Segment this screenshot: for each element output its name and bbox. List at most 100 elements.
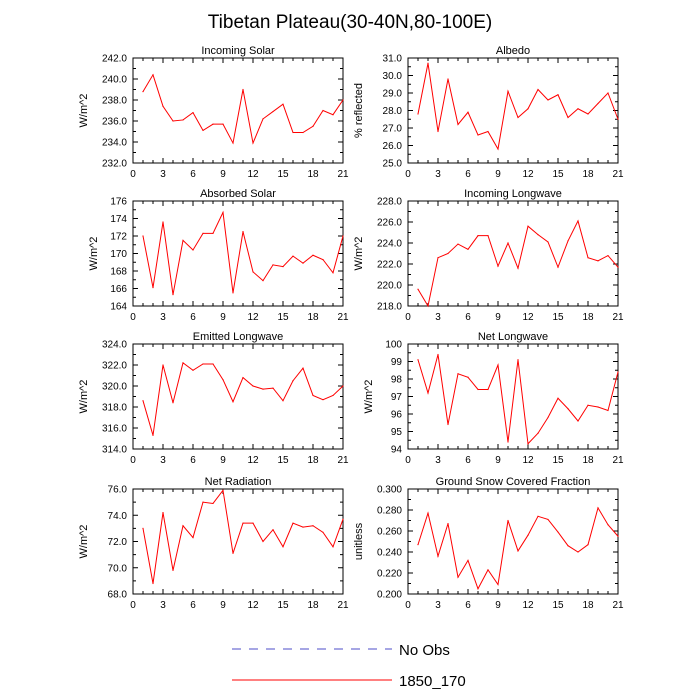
x-tick-label-emitted-longwave: 6: [190, 455, 196, 466]
data-point-incoming-longwave: [577, 220, 579, 222]
x-tick-label-ground-snow-covered-fraction: 21: [612, 600, 624, 611]
y-tick-label-net-longwave: 100: [385, 340, 402, 351]
data-point-albedo: [547, 99, 549, 101]
data-point-absorbed-solar: [202, 232, 204, 234]
series-line-net-radiation: [142, 489, 344, 584]
data-point-net-longwave: [537, 432, 539, 434]
data-point-incoming-longwave: [517, 267, 519, 269]
series-line-incoming-longwave: [417, 219, 619, 308]
panel-absorbed-solar: Absorbed Solar 0 3 6 9 12 15 18 21 164 166 168 170 17…: [88, 188, 349, 323]
panel-net-longwave: Net Longwave 0 3 6 9 12 15 18 21 94 95 96 97 98 99 100 W…: [363, 331, 624, 466]
y-tick-label-incoming-longwave: 224.0: [377, 239, 402, 250]
x-tick-label-incoming-solar: 6: [190, 169, 196, 180]
x-tick-label-incoming-longwave: 12: [522, 312, 534, 323]
legend-no-obs-label: No Obs: [399, 642, 450, 659]
x-tick-label-net-longwave: 15: [552, 455, 564, 466]
data-point-incoming-longwave: [547, 241, 549, 243]
y-tick-label-incoming-longwave: 228.0: [377, 197, 402, 208]
data-point-albedo: [487, 130, 489, 133]
x-tick-label-ground-snow-covered-fraction: 15: [552, 600, 564, 611]
data-point-absorbed-solar: [262, 280, 264, 282]
y-tick-label-ground-snow-covered-fraction: 0.200: [377, 590, 402, 601]
panel-title-albedo: Albedo: [496, 45, 530, 57]
data-point-incoming-solar: [192, 112, 194, 114]
data-point-absorbed-solar: [162, 221, 164, 223]
data-point-net-radiation: [152, 582, 154, 585]
data-point-incoming-longwave: [587, 257, 589, 259]
data-point-incoming-longwave: [477, 235, 479, 237]
data-point-net-radiation: [262, 540, 264, 543]
x-tick-label-incoming-longwave: 0: [405, 312, 411, 323]
y-tick-label-emitted-longwave: 320.0: [102, 382, 127, 393]
data-point-ground-snow-covered-fraction: [597, 507, 599, 509]
x-tick-label-net-radiation: 9: [220, 600, 226, 611]
data-point-albedo: [557, 94, 559, 96]
x-tick-label-net-radiation: 18: [307, 600, 319, 611]
data-point-emitted-longwave: [172, 402, 174, 404]
data-point-incoming-solar: [342, 99, 344, 101]
data-point-absorbed-solar: [212, 232, 214, 234]
data-point-absorbed-solar: [302, 262, 304, 264]
data-point-incoming-solar: [292, 131, 294, 134]
series-line-ground-snow-covered-fraction: [417, 506, 619, 590]
data-point-incoming-longwave: [617, 266, 619, 268]
data-point-incoming-solar: [172, 120, 174, 122]
data-point-ground-snow-covered-fraction: [537, 515, 539, 517]
data-point-albedo: [587, 113, 589, 115]
data-point-absorbed-solar: [152, 287, 154, 289]
data-point-emitted-longwave: [302, 367, 304, 369]
x-tick-label-ground-snow-covered-fraction: 6: [465, 600, 471, 611]
data-point-net-radiation: [312, 525, 314, 527]
x-tick-label-absorbed-solar: 3: [160, 312, 166, 323]
x-tick-label-emitted-longwave: 0: [130, 455, 136, 466]
data-point-incoming-solar: [322, 109, 324, 112]
y-tick-label-net-longwave: 95: [391, 427, 403, 438]
x-tick-label-ground-snow-covered-fraction: 18: [582, 600, 594, 611]
data-point-emitted-longwave: [232, 401, 234, 403]
data-point-absorbed-solar: [182, 239, 184, 241]
x-tick-label-net-radiation: 21: [337, 600, 349, 611]
x-tick-label-net-radiation: 3: [160, 600, 166, 611]
data-point-emitted-longwave: [292, 380, 294, 382]
x-tick-label-absorbed-solar: 12: [247, 312, 259, 323]
panel-title-net-radiation: Net Radiation: [205, 476, 272, 488]
data-point-net-longwave: [617, 371, 619, 373]
data-point-net-radiation: [272, 529, 274, 531]
y-tick-label-incoming-solar: 238.0: [102, 96, 127, 107]
y-tick-label-albedo: 25.0: [383, 159, 403, 170]
series-line-net-longwave: [417, 354, 619, 445]
x-tick-label-emitted-longwave: 15: [277, 455, 289, 466]
plot-frame-emitted-longwave: [132, 343, 344, 450]
y-tick-label-absorbed-solar: 170: [110, 249, 127, 260]
x-tick-label-incoming-solar: 15: [277, 169, 289, 180]
x-tick-label-albedo: 0: [405, 169, 411, 180]
data-point-ground-snow-covered-fraction: [567, 545, 569, 547]
data-point-absorbed-solar: [282, 266, 284, 268]
y-tick-label-net-radiation: 74.0: [108, 511, 128, 522]
panels: Incoming Solar 0 3 6 9 12 15 18 21 232.0 234.0 236.…: [78, 45, 624, 611]
data-point-incoming-longwave: [597, 260, 599, 262]
x-tick-label-net-longwave: 18: [582, 455, 594, 466]
y-tick-label-absorbed-solar: 168: [110, 267, 127, 278]
y-tick-label-emitted-longwave: 316.0: [102, 424, 127, 435]
data-point-ground-snow-covered-fraction: [557, 531, 559, 533]
data-point-emitted-longwave: [202, 363, 204, 365]
data-point-albedo: [467, 111, 469, 113]
x-tick-label-incoming-longwave: 9: [495, 312, 501, 323]
data-point-emitted-longwave: [192, 369, 194, 371]
x-tick-label-net-longwave: 9: [495, 455, 501, 466]
y-tick-label-absorbed-solar: 164: [110, 302, 127, 313]
data-point-incoming-longwave: [497, 265, 499, 267]
data-point-emitted-longwave: [252, 385, 254, 387]
y-tick-label-albedo: 28.0: [383, 106, 403, 117]
x-tick-label-incoming-longwave: 6: [465, 312, 471, 323]
data-point-emitted-longwave: [342, 385, 344, 387]
y-tick-label-ground-snow-covered-fraction: 0.240: [377, 548, 402, 559]
data-point-net-longwave: [517, 359, 519, 361]
y-tick-label-incoming-solar: 240.0: [102, 75, 127, 86]
data-point-net-radiation: [302, 526, 304, 528]
data-point-albedo: [447, 78, 449, 80]
data-point-albedo: [617, 118, 619, 120]
y-axis-label-ground-snow-covered-fraction: unitless: [353, 522, 365, 560]
